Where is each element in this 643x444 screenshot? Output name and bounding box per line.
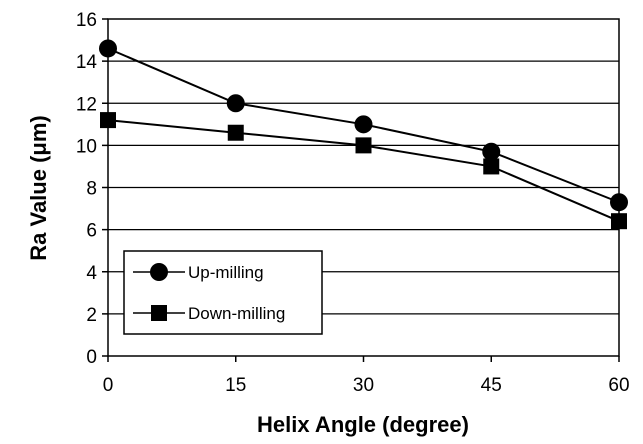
legend: Up-milling Down-milling	[123, 250, 323, 335]
y-tick-label: 10	[76, 136, 97, 157]
series-line-down-milling	[107, 119, 620, 223]
y-axis-title: Ra Value (μm)	[26, 115, 51, 261]
legend-label-down-milling: Down-milling	[188, 304, 285, 323]
data-series	[99, 39, 628, 230]
y-tick-label: 6	[86, 221, 97, 242]
x-tick-label: 30	[353, 375, 374, 396]
y-tick-label: 2	[86, 305, 97, 326]
legend-marker-up-milling	[150, 263, 168, 281]
axis-ticks: 0 2 4 6 8 10 12 14 16 0 15 30 45 60	[76, 10, 630, 396]
x-axis-title: Helix Angle (degree)	[257, 412, 469, 437]
data-point-up-milling	[354, 115, 373, 134]
data-point-down-milling	[355, 137, 372, 154]
data-point-down-milling	[483, 158, 500, 175]
y-tick-label: 4	[86, 263, 97, 284]
y-tick-label: 14	[76, 52, 98, 73]
data-point-up-milling	[226, 94, 245, 113]
data-point-down-milling	[611, 213, 627, 230]
data-point-up-milling	[482, 142, 501, 161]
y-tick-label: 0	[86, 347, 97, 368]
y-tick-label: 8	[86, 179, 97, 200]
x-tick-label: 60	[608, 375, 629, 396]
data-point-down-milling	[227, 124, 244, 141]
x-tick-label: 15	[225, 375, 246, 396]
data-point-down-milling	[100, 112, 116, 129]
legend-label-up-milling: Up-milling	[188, 263, 264, 282]
y-tick-label: 16	[76, 10, 97, 31]
data-point-up-milling	[99, 39, 117, 58]
legend-marker-down-milling	[151, 305, 167, 321]
data-point-up-milling	[610, 193, 628, 212]
x-tick-label: 0	[103, 375, 114, 396]
y-tick-label: 12	[76, 94, 97, 115]
x-tick-label: 45	[481, 375, 502, 396]
